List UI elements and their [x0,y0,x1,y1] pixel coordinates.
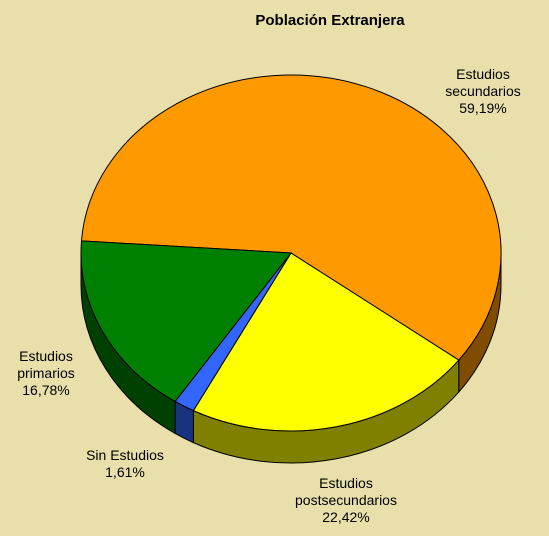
slice-label: Estudios primarios 16,78% [6,348,86,399]
slice [192,252,460,432]
chart-title: Población Extranjera [255,12,405,29]
category-label: Sin Estudios [86,447,164,463]
slice-label: Sin Estudios 1,61% [65,447,185,481]
value-label: 22,42% [322,509,370,525]
category-label: Estudios primarios [17,348,75,381]
value-label: 1,61% [105,464,145,480]
category-label: Estudios secundarios [445,66,521,99]
slice [80,74,502,361]
category-label: Estudios postsecundarios [295,475,397,508]
slice-label: Estudios postsecundarios 22,42% [276,475,416,526]
slice [80,240,292,403]
value-label: 16,78% [22,382,70,398]
slice-label: Estudios secundarios 59,19% [438,66,528,117]
value-label: 59,19% [459,100,507,116]
